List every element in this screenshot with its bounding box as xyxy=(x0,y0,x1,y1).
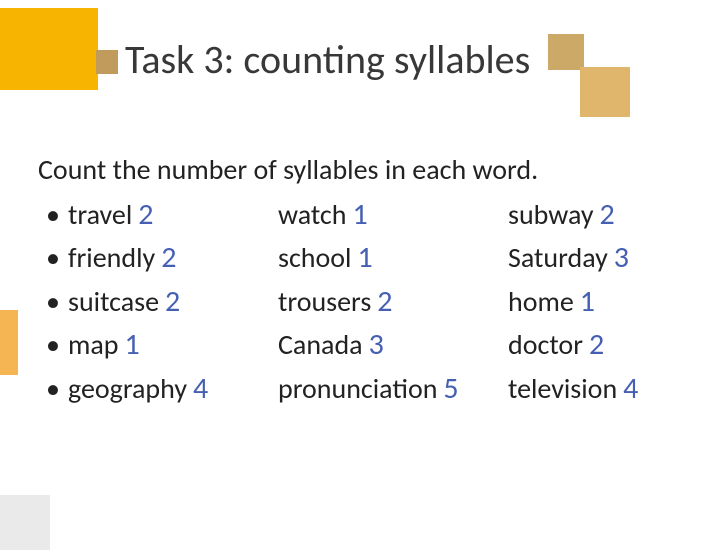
word: home xyxy=(508,284,574,319)
bullet-icon: • xyxy=(38,238,68,279)
word: travel xyxy=(68,197,132,232)
syllable-count: 1 xyxy=(352,196,367,233)
word-row: • map1 Canada3 doctor2 xyxy=(38,323,688,367)
word: subway xyxy=(508,197,594,232)
word: watch xyxy=(278,197,346,232)
syllable-count: 1 xyxy=(125,326,140,363)
word: map xyxy=(68,327,119,362)
word-row: • geography4 pronunciation5 television4 xyxy=(38,367,688,411)
bullet-icon: • xyxy=(38,282,68,323)
word: geography xyxy=(68,371,187,406)
word: suitcase xyxy=(68,284,159,319)
decor-orange-top xyxy=(0,8,98,90)
word: Saturday xyxy=(508,240,608,275)
syllable-count: 4 xyxy=(623,370,638,407)
decor-orange-left xyxy=(0,310,18,375)
content-block: Count the number of syllables in each wo… xyxy=(38,150,688,410)
word: doctor xyxy=(508,327,583,362)
bullet-icon: • xyxy=(38,369,68,410)
syllable-count: 1 xyxy=(357,239,372,276)
word: television xyxy=(508,371,617,406)
syllable-count: 2 xyxy=(600,196,615,233)
slide-title: Task 3: counting syllables xyxy=(125,35,530,84)
word: school xyxy=(278,240,351,275)
syllable-count: 2 xyxy=(377,283,392,320)
syllable-count: 4 xyxy=(193,370,208,407)
word-row: • friendly2 school1 Saturday3 xyxy=(38,236,688,280)
word: pronunciation xyxy=(278,371,437,406)
decor-brown-small xyxy=(96,50,118,74)
syllable-count: 3 xyxy=(614,239,629,276)
syllable-count: 1 xyxy=(580,283,595,320)
syllable-count: 2 xyxy=(165,283,180,320)
word: friendly xyxy=(68,240,155,275)
syllable-count: 2 xyxy=(138,196,153,233)
instruction-text: Count the number of syllables in each wo… xyxy=(38,150,688,191)
word: Canada xyxy=(278,327,363,362)
decor-gray-bottom-left xyxy=(0,495,50,550)
word-row: • suitcase2 trousers2 home1 xyxy=(38,280,688,324)
syllable-count: 3 xyxy=(369,326,384,363)
bullet-icon: • xyxy=(38,195,68,236)
syllable-count: 2 xyxy=(161,239,176,276)
word: trousers xyxy=(278,284,371,319)
syllable-count: 2 xyxy=(589,326,604,363)
syllable-count: 5 xyxy=(443,370,458,407)
word-row: • travel2 watch1 subway2 xyxy=(38,193,688,237)
decor-brown-right-1 xyxy=(548,34,584,70)
bullet-icon: • xyxy=(38,325,68,366)
decor-brown-right-2 xyxy=(580,67,630,117)
